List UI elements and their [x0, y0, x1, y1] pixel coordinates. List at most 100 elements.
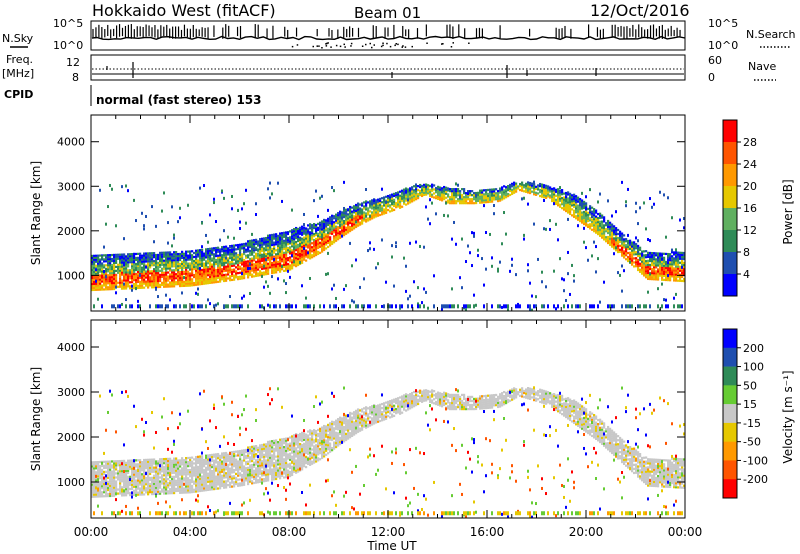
power-cell: [585, 202, 588, 205]
power-cell: [385, 199, 388, 202]
power-cell: [415, 190, 418, 193]
power-cell: [369, 206, 372, 209]
power-cell: [317, 226, 320, 229]
power-speck: [563, 278, 565, 282]
power-cell: [109, 268, 112, 271]
velocity-cell: [145, 481, 148, 484]
power-cell: [321, 244, 324, 247]
power-cell: [219, 258, 222, 261]
power-cell: [563, 192, 566, 195]
velocity-cell: [91, 493, 94, 496]
power-cell: [661, 276, 664, 279]
power-cell: [209, 255, 212, 258]
power-cell: [321, 220, 324, 223]
power-cell: [407, 192, 410, 195]
power-cell: [373, 202, 376, 205]
power-cell: [315, 247, 318, 251]
power-cell: [553, 189, 556, 192]
velocity-cell: [109, 482, 112, 485]
power-cell: [163, 283, 166, 286]
power-cell: [223, 245, 226, 249]
power-cell: [375, 213, 378, 216]
power-cell: [119, 259, 122, 262]
velocity-cell: [111, 466, 114, 469]
power-cell: [497, 193, 500, 197]
velocity-cell: [113, 482, 116, 485]
velocity-cell: [131, 459, 134, 462]
power-ground: [613, 304, 615, 309]
power-speck: [273, 257, 275, 261]
power-cell: [261, 257, 264, 260]
power-cell: [673, 277, 676, 280]
velocity-cell: [113, 492, 116, 495]
power-cell: [265, 257, 268, 260]
power-speck: [207, 240, 209, 244]
power-cell: [161, 255, 164, 258]
velocity-cell: [105, 466, 108, 469]
power-cell: [353, 215, 356, 218]
power-speck: [207, 298, 209, 302]
power-cell: [225, 267, 228, 270]
power-speck: [649, 239, 651, 243]
power-ground: [433, 304, 435, 309]
power-cell: [223, 247, 226, 251]
power-cell: [321, 232, 324, 235]
power-cell: [211, 269, 214, 272]
power-ground: [517, 304, 519, 309]
power-cell: [361, 212, 364, 215]
power-cell: [673, 275, 676, 278]
power-ground: [323, 304, 325, 309]
power-cell: [113, 267, 116, 271]
power-cell: [335, 239, 338, 242]
power-cell: [269, 236, 272, 239]
power-cell: [679, 273, 682, 276]
power-cell: [615, 233, 618, 236]
power-cell: [427, 192, 430, 195]
velocity-cell: [151, 470, 154, 473]
power-speck: [125, 298, 127, 302]
power-cell: [289, 248, 292, 251]
power-cell: [609, 231, 612, 234]
power-cell: [129, 257, 132, 260]
power-cell: [183, 258, 186, 261]
power-cell: [239, 253, 242, 256]
power-cell: [327, 233, 330, 236]
power-cell: [169, 281, 172, 284]
power-cell: [249, 271, 252, 275]
power-cell: [203, 262, 206, 265]
power-cell: [667, 269, 670, 272]
power-cell: [197, 263, 200, 266]
velocity-cell: [153, 482, 156, 485]
velocity-cell: [121, 488, 124, 491]
power-cell: [345, 218, 348, 221]
power-cell: [249, 239, 252, 243]
power-cell: [285, 261, 288, 264]
power-cell: [573, 205, 576, 208]
velocity-cell: [115, 476, 118, 479]
power-cell: [279, 268, 282, 271]
power-cell: [267, 238, 270, 241]
power-cell: [233, 264, 236, 267]
power-cell: [275, 261, 278, 264]
power-cell: [365, 212, 368, 215]
velocity-cell: [161, 458, 164, 461]
power-speck: [615, 210, 617, 214]
power-cell: [185, 264, 188, 267]
power-cell: [335, 219, 338, 222]
power-cell: [269, 234, 272, 237]
power-speck: [649, 197, 651, 201]
nsearch-dot: [397, 43, 399, 46]
velocity-cell: [127, 492, 130, 495]
power-cell: [291, 259, 294, 262]
nsearch-dot: [316, 45, 318, 47]
power-cell: [613, 231, 616, 234]
power-cell: [373, 216, 376, 219]
power-cell: [127, 259, 130, 262]
power-cell: [179, 270, 182, 274]
power-cell: [593, 226, 596, 229]
power-cell: [505, 188, 508, 191]
power-cell: [159, 277, 162, 281]
power-speck: [409, 241, 411, 245]
power-cell: [265, 246, 268, 250]
power-ground: [661, 304, 663, 309]
